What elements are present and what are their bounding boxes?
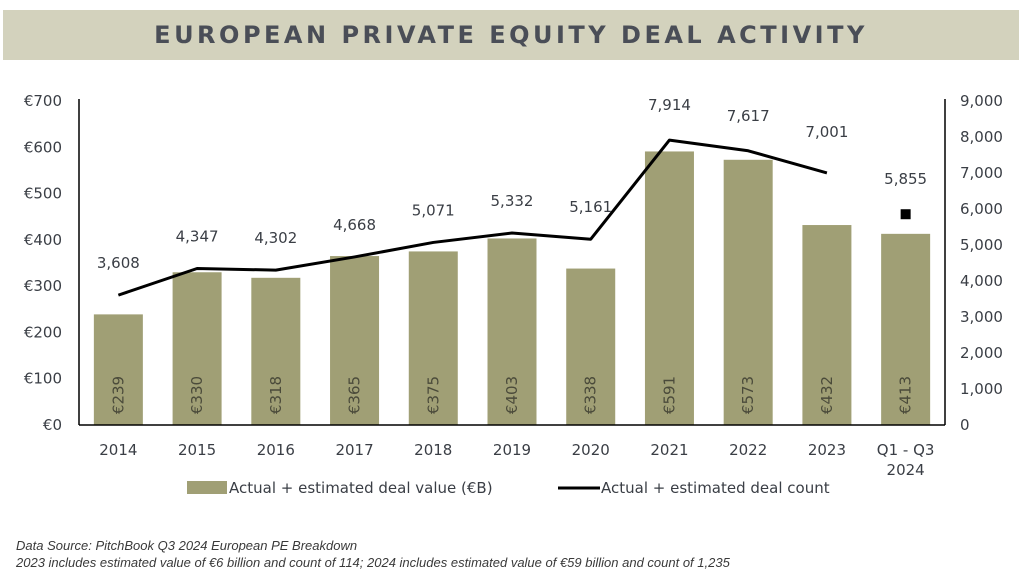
footnote: 2023 includes estimated value of €6 bill… <box>16 555 730 570</box>
bar-value-label: €365 <box>346 376 364 414</box>
x-tick-label: 2017 <box>335 441 373 459</box>
bar-value-label: €318 <box>267 376 285 414</box>
left-tick-label: €300 <box>24 277 62 295</box>
x-tick-label: 2021 <box>650 441 688 459</box>
data-source: Data Source: PitchBook Q3 2024 European … <box>16 538 358 553</box>
left-tick-label: €500 <box>24 185 62 203</box>
count-value-label: 5,855 <box>884 170 927 188</box>
bar-value-label: €591 <box>660 376 678 414</box>
right-tick-label: 3,000 <box>960 308 1003 326</box>
count-value-label: 5,161 <box>569 198 612 216</box>
right-tick-label: 1,000 <box>960 380 1003 398</box>
count-value-label: 4,302 <box>254 229 297 247</box>
bar <box>330 256 380 425</box>
bar-value-label: €375 <box>424 376 442 414</box>
bar <box>566 268 616 425</box>
bar-value-label: €432 <box>818 376 836 414</box>
bar <box>723 159 773 426</box>
count-value-label: 7,617 <box>727 107 770 125</box>
x-tick-label: 2019 <box>493 441 531 459</box>
count-value-label: 7,914 <box>648 96 691 114</box>
bar-value-label: €573 <box>739 376 757 414</box>
bar <box>251 277 301 425</box>
left-axis-ticks: €0 €100 €200 €300 €400 €500 €600 €700 <box>24 92 62 434</box>
title-banner: EUROPEAN PRIVATE EQUITY DEAL ACTIVITY <box>3 10 1019 60</box>
count-value-label: 4,668 <box>333 216 376 234</box>
right-tick-label: 2,000 <box>960 344 1003 362</box>
x-tick-label: 2015 <box>178 441 216 459</box>
count-value-label: 5,071 <box>412 201 455 219</box>
left-tick-label: €400 <box>24 231 62 249</box>
count-value-label: 7,001 <box>805 123 848 141</box>
left-tick-label: €200 <box>24 323 62 341</box>
right-tick-label: 7,000 <box>960 164 1003 182</box>
chart-title: EUROPEAN PRIVATE EQUITY DEAL ACTIVITY <box>154 21 868 49</box>
right-tick-label: 0 <box>960 416 970 434</box>
left-tick-label: €100 <box>24 370 62 388</box>
line-series <box>117 138 911 297</box>
right-tick-label: 6,000 <box>960 200 1003 218</box>
right-tick-label: 4,000 <box>960 272 1003 290</box>
legend-bar-swatch <box>187 481 227 494</box>
bar-value-label: €330 <box>188 376 206 414</box>
bar-value-label: €239 <box>109 376 127 414</box>
x-tick-label: Q1 - Q3 <box>877 441 935 459</box>
legend-bar-label: Actual + estimated deal value (€B) <box>229 479 493 497</box>
deal-count-line <box>117 138 828 297</box>
bar <box>644 151 694 426</box>
x-tick-label: 2024 <box>887 461 925 479</box>
legend: Actual + estimated deal value (€B) Actua… <box>187 479 830 497</box>
left-tick-label: €600 <box>24 138 62 156</box>
bar-value-label: €413 <box>897 376 915 414</box>
x-tick-label: 2020 <box>572 441 610 459</box>
count-value-label: 5,332 <box>491 192 534 210</box>
bar-value-label: €338 <box>582 376 600 414</box>
bar-value-labels: €239 €330 €318 €365 €375 €403 €338 €591 €573 €432… <box>109 376 914 414</box>
bar <box>802 225 852 425</box>
axes <box>78 99 946 426</box>
bar-series <box>93 151 931 426</box>
right-axis-ticks: 0 1,000 2,000 3,000 4,000 5,000 6,000 7,000 8,00… <box>960 92 1003 434</box>
legend-line-label: Actual + estimated deal count <box>601 479 830 497</box>
right-tick-label: 9,000 <box>960 92 1003 110</box>
left-tick-label: €700 <box>24 92 62 110</box>
x-tick-label: 2016 <box>257 441 295 459</box>
x-tick-label: 2018 <box>414 441 452 459</box>
bar <box>93 314 143 425</box>
count-value-label: 4,347 <box>176 228 219 246</box>
line-value-labels: 3,608 4,347 4,302 4,668 5,071 5,332 5,161 7,914… <box>97 96 927 272</box>
right-tick-label: 8,000 <box>960 128 1003 146</box>
bar-value-label: €403 <box>503 376 521 414</box>
deal-count-marker <box>900 209 911 220</box>
footer-notes: Data Source: PitchBook Q3 2024 European … <box>16 537 730 571</box>
x-tick-label: 2023 <box>808 441 846 459</box>
left-tick-label: €0 <box>43 416 62 434</box>
x-axis-ticks: 2014 2015 2016 2017 2018 2019 2020 2021 2022 2023… <box>99 441 934 479</box>
bar <box>881 233 931 425</box>
x-tick-label: 2022 <box>729 441 767 459</box>
count-value-label: 3,608 <box>97 254 140 272</box>
right-tick-label: 5,000 <box>960 236 1003 254</box>
bar <box>487 238 537 425</box>
x-tick-label: 2014 <box>99 441 137 459</box>
bar <box>408 251 458 425</box>
bar <box>172 272 222 425</box>
